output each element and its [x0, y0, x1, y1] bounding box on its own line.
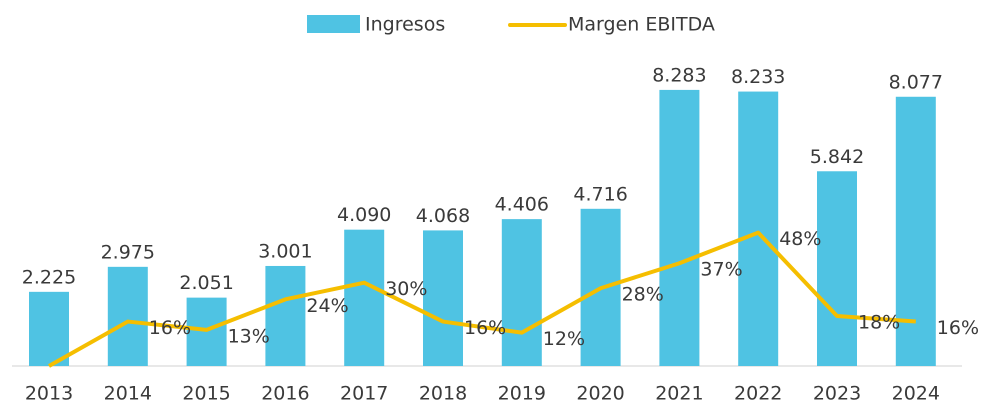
- bar-label: 4.090: [337, 204, 391, 226]
- bar: [659, 89, 700, 367]
- bar: [423, 230, 463, 366]
- bar: [107, 266, 148, 366]
- line-label: 30%: [385, 278, 427, 300]
- line-label: 12%: [543, 328, 585, 350]
- x-tick-label: 2022: [734, 383, 782, 405]
- line-label: 16%: [464, 317, 506, 339]
- bar-label: 2.975: [101, 241, 155, 263]
- bar-label: 2.051: [179, 272, 233, 294]
- bar-label: 4.716: [573, 183, 627, 205]
- x-tick-label: 2020: [576, 383, 624, 405]
- bar: [29, 291, 69, 366]
- line-label: 24%: [306, 295, 348, 317]
- x-tick-label: 2021: [655, 383, 703, 405]
- bar-label: 8.233: [731, 66, 785, 88]
- line-label: 37%: [700, 259, 742, 281]
- bar-label: 8.077: [889, 71, 943, 93]
- line-label: 13%: [228, 325, 270, 347]
- bar: [501, 219, 542, 366]
- line-label: 18%: [858, 312, 900, 334]
- x-tick-label: 2015: [182, 383, 230, 405]
- bar-label: 8.283: [652, 64, 706, 86]
- bar-label: 4.068: [416, 205, 470, 227]
- x-tick-label: 2013: [25, 383, 73, 405]
- bar: [817, 171, 857, 366]
- x-tick-label: 2017: [340, 383, 388, 405]
- x-tick-label: 2018: [419, 383, 467, 405]
- legend-swatch: [307, 15, 360, 33]
- bar: [344, 229, 385, 366]
- x-tick-label: 2016: [261, 383, 309, 405]
- legend-label: Margen EBITDA: [568, 14, 715, 36]
- bar-label: 4.406: [495, 194, 549, 216]
- bar-label: 3.001: [258, 240, 312, 262]
- x-tick-label: 2024: [892, 383, 940, 405]
- bar: [265, 265, 306, 366]
- line-label: 48%: [779, 228, 821, 250]
- legend-label: Ingresos: [365, 14, 445, 36]
- x-tick-label: 2019: [498, 383, 546, 405]
- bar-label: 2.225: [22, 266, 76, 288]
- line-label: 16%: [149, 317, 191, 339]
- line-label: 16%: [937, 317, 979, 339]
- line-label: 28%: [622, 284, 664, 306]
- bar-label: 5.842: [810, 146, 864, 168]
- x-tick-label: 2023: [813, 383, 861, 405]
- line: [48, 230, 916, 368]
- bar: [738, 91, 779, 367]
- bar: [895, 96, 936, 367]
- x-tick-label: 2014: [104, 383, 152, 405]
